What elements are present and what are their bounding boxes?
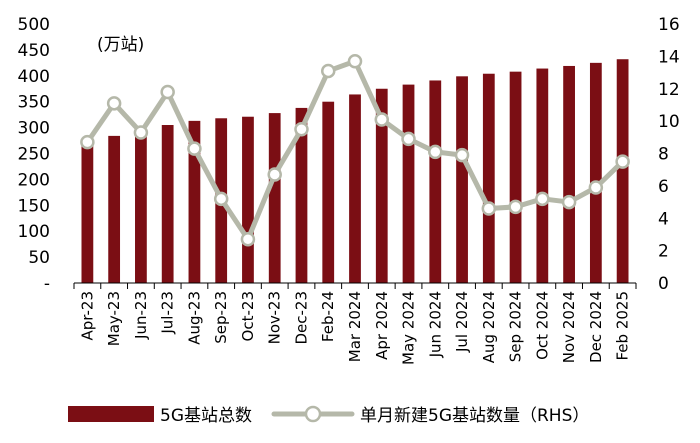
bar — [135, 131, 147, 283]
bar — [242, 116, 254, 283]
line-point — [347, 53, 363, 69]
line-point — [294, 121, 309, 137]
left-tick-label: 150 — [18, 196, 50, 216]
x-tick-label: Nov 2024 — [560, 291, 578, 363]
line-point — [454, 147, 470, 163]
right-tick-label: 2 — [658, 242, 669, 262]
bar — [616, 59, 629, 283]
x-tick-label: Feb 2025 — [614, 291, 632, 361]
line-point — [240, 232, 256, 247]
bar — [161, 125, 174, 283]
bar — [429, 80, 442, 283]
legend: 5G基站总数 单月新建5G基站数量（RHS） — [68, 405, 589, 426]
x-tick-label: Jul 2024 — [453, 291, 471, 353]
x-tick-label: Dec-23 — [292, 291, 310, 345]
right-tick-label: 6 — [658, 177, 669, 197]
x-tick-label: Apr 2024 — [373, 291, 391, 360]
bar — [536, 68, 549, 283]
x-tick-label: May-23 — [105, 291, 123, 346]
line-point — [428, 144, 443, 160]
left-tick-label: 350 — [18, 93, 50, 113]
bar — [509, 71, 522, 283]
bar — [268, 113, 281, 283]
bar — [375, 88, 388, 283]
bar — [322, 101, 335, 283]
line-point — [320, 63, 336, 79]
line-series — [80, 53, 630, 247]
left-tick-label: 100 — [18, 222, 50, 242]
line-point — [106, 96, 122, 111]
bar — [349, 94, 361, 283]
left-tick-label: 200 — [18, 170, 50, 190]
axes: Apr-23 May-23 Jun-23 Jul-23 Aug-23 Sep-23 Oct-… — [18, 15, 680, 365]
left-tick-label: 50 — [28, 248, 50, 268]
bar — [402, 84, 415, 283]
left-tick-label: 300 — [18, 119, 50, 139]
bar — [456, 76, 468, 284]
line-point — [80, 134, 95, 150]
x-tick-label: Aug-23 — [185, 291, 203, 345]
left-tick-label: 500 — [18, 15, 50, 35]
legend-line-marker — [304, 405, 322, 423]
line-point — [187, 141, 202, 156]
bar — [482, 73, 495, 283]
line-point — [561, 194, 577, 210]
bar — [295, 107, 308, 283]
legend-bar-label: 5G基站总数 — [160, 406, 252, 426]
line-point — [133, 125, 149, 140]
x-tick-label: Mar 2024 — [346, 291, 364, 362]
line-point — [615, 154, 630, 169]
line-point — [213, 191, 229, 207]
line-point — [160, 84, 175, 100]
legend-line-label: 单月新建5G基站数量（RHS） — [360, 406, 589, 426]
left-tick-label: 400 — [18, 67, 50, 87]
right-tick-label: 16 — [658, 15, 680, 35]
x-tick-label: Feb-24 — [319, 291, 337, 342]
line-point — [374, 112, 390, 127]
x-tick-label: Nov-23 — [266, 291, 284, 344]
right-tick-label: 12 — [658, 80, 680, 100]
line-point — [535, 191, 550, 207]
x-tick-label: Oct 2024 — [533, 291, 551, 360]
legend-bar-swatch — [68, 406, 154, 422]
left-tick-label: 250 — [18, 145, 50, 165]
x-tick-label: Aug 2024 — [480, 291, 498, 363]
x-tick-label: Apr-23 — [78, 291, 96, 341]
x-tick-label: Jun-23 — [132, 291, 150, 340]
x-tick-label: Sep 2024 — [507, 291, 525, 362]
unit-label: (万站) — [97, 35, 144, 55]
x-tick-label: Jun 2024 — [426, 291, 444, 358]
x-tick-label: Oct-23 — [239, 291, 257, 341]
bar-series — [81, 59, 629, 284]
left-tick-label: - — [44, 274, 50, 294]
bar — [188, 120, 201, 283]
x-tick-label: Dec 2024 — [587, 291, 605, 363]
bar — [81, 141, 94, 283]
right-tick-label: 4 — [658, 209, 669, 229]
bar — [563, 65, 575, 283]
right-tick-label: 14 — [658, 47, 680, 67]
bar — [589, 62, 602, 283]
x-tick-label: Jul-23 — [159, 291, 177, 335]
x-tick-label: Sep-23 — [212, 291, 230, 344]
bar — [108, 135, 121, 283]
right-tick-label: 0 — [658, 274, 669, 294]
left-tick-label: 450 — [18, 41, 50, 61]
x-tick-label: May 2024 — [400, 291, 418, 365]
line-point — [267, 167, 282, 182]
right-tick-label: 8 — [658, 145, 669, 165]
line-point — [508, 199, 523, 215]
line-point — [588, 180, 604, 195]
line-point — [401, 131, 416, 147]
line-point — [481, 201, 497, 216]
right-tick-label: 10 — [658, 112, 680, 132]
